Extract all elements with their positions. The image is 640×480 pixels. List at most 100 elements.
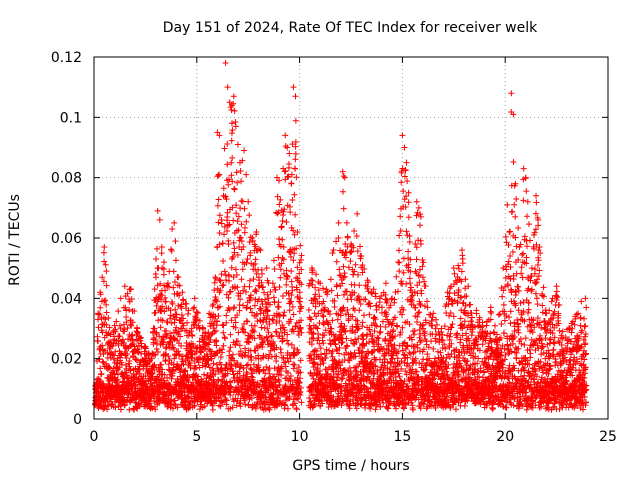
roti-point xyxy=(280,312,287,319)
roti-point xyxy=(223,196,230,203)
roti-point xyxy=(306,395,313,402)
roti-point xyxy=(319,400,326,407)
roti-point xyxy=(227,288,234,295)
roti-point xyxy=(248,353,255,360)
roti-point xyxy=(329,317,336,324)
roti-point xyxy=(340,304,347,311)
roti-point xyxy=(298,317,305,324)
roti-point xyxy=(231,245,238,252)
roti-point xyxy=(278,349,285,356)
roti-point xyxy=(152,406,159,413)
roti-point xyxy=(312,303,319,310)
roti-point xyxy=(223,291,230,298)
roti-point xyxy=(247,332,254,339)
roti-point xyxy=(251,328,258,335)
roti-point xyxy=(280,256,287,263)
roti-point xyxy=(114,376,121,383)
roti-point xyxy=(328,325,335,332)
roti-point xyxy=(333,281,340,288)
roti-point xyxy=(251,302,258,309)
roti-point xyxy=(367,303,374,310)
roti-point xyxy=(236,307,243,314)
roti-point xyxy=(282,402,289,409)
roti-point xyxy=(254,399,261,406)
roti-point xyxy=(329,348,336,355)
roti-point xyxy=(195,322,202,329)
roti-point xyxy=(236,301,243,308)
roti-point xyxy=(360,336,367,343)
roti-point xyxy=(266,320,273,327)
roti-point xyxy=(243,305,250,312)
roti-point xyxy=(338,387,345,394)
roti-point xyxy=(268,332,275,339)
roti-point xyxy=(347,354,354,361)
roti-point xyxy=(168,401,175,408)
roti-point xyxy=(275,311,282,318)
roti-point xyxy=(298,329,305,336)
roti-point xyxy=(350,340,357,347)
roti-point xyxy=(323,383,330,390)
roti-point xyxy=(356,282,363,289)
roti-point xyxy=(320,313,327,320)
roti-point xyxy=(230,217,237,224)
roti-point xyxy=(371,328,378,335)
roti-point xyxy=(264,291,271,298)
roti-point xyxy=(211,381,218,388)
roti-point xyxy=(242,224,249,231)
roti-point xyxy=(234,360,241,367)
roti-point xyxy=(372,293,379,300)
roti-point xyxy=(225,294,232,301)
roti-point xyxy=(234,284,241,291)
roti-point xyxy=(129,337,136,344)
roti-point xyxy=(288,278,295,285)
roti-point xyxy=(309,277,316,284)
roti-point xyxy=(308,341,315,348)
roti-point xyxy=(340,274,347,281)
roti-point xyxy=(202,345,209,352)
roti-point xyxy=(164,374,171,381)
roti-point xyxy=(217,354,224,361)
roti-point xyxy=(235,227,242,234)
roti-point xyxy=(213,337,220,344)
roti-point xyxy=(154,298,161,305)
roti-point xyxy=(344,307,351,314)
roti-point xyxy=(157,324,164,331)
roti-point xyxy=(297,375,304,382)
roti-point xyxy=(225,241,232,248)
roti-point xyxy=(258,279,265,286)
roti-point xyxy=(118,351,125,358)
roti-point xyxy=(244,256,251,263)
roti-point xyxy=(331,298,338,305)
roti-point xyxy=(216,402,223,409)
roti-point xyxy=(321,332,328,339)
roti-point xyxy=(167,307,174,314)
roti-point xyxy=(226,306,233,313)
roti-point xyxy=(215,196,222,203)
roti-point xyxy=(180,322,187,329)
roti-point xyxy=(244,304,251,311)
roti-point xyxy=(291,231,298,238)
roti-point xyxy=(126,363,133,370)
roti-point xyxy=(232,324,239,331)
roti-point xyxy=(285,358,292,365)
roti-point xyxy=(161,308,168,315)
roti-point xyxy=(243,218,250,225)
roti-point xyxy=(306,280,313,287)
roti-point xyxy=(367,405,374,412)
roti-point xyxy=(262,370,269,377)
roti-point xyxy=(366,311,373,318)
roti-point xyxy=(252,256,259,263)
roti-point xyxy=(225,181,232,188)
roti-point xyxy=(157,307,164,314)
roti-point xyxy=(292,138,299,145)
roti-point xyxy=(270,257,277,264)
roti-point xyxy=(292,165,299,172)
roti-point xyxy=(175,328,182,335)
roti-point xyxy=(326,311,333,318)
roti-point xyxy=(371,370,378,377)
roti-point xyxy=(372,316,379,323)
roti-point xyxy=(224,141,231,148)
roti-point xyxy=(216,276,223,283)
roti-point xyxy=(352,367,359,374)
roti-point xyxy=(239,325,246,332)
